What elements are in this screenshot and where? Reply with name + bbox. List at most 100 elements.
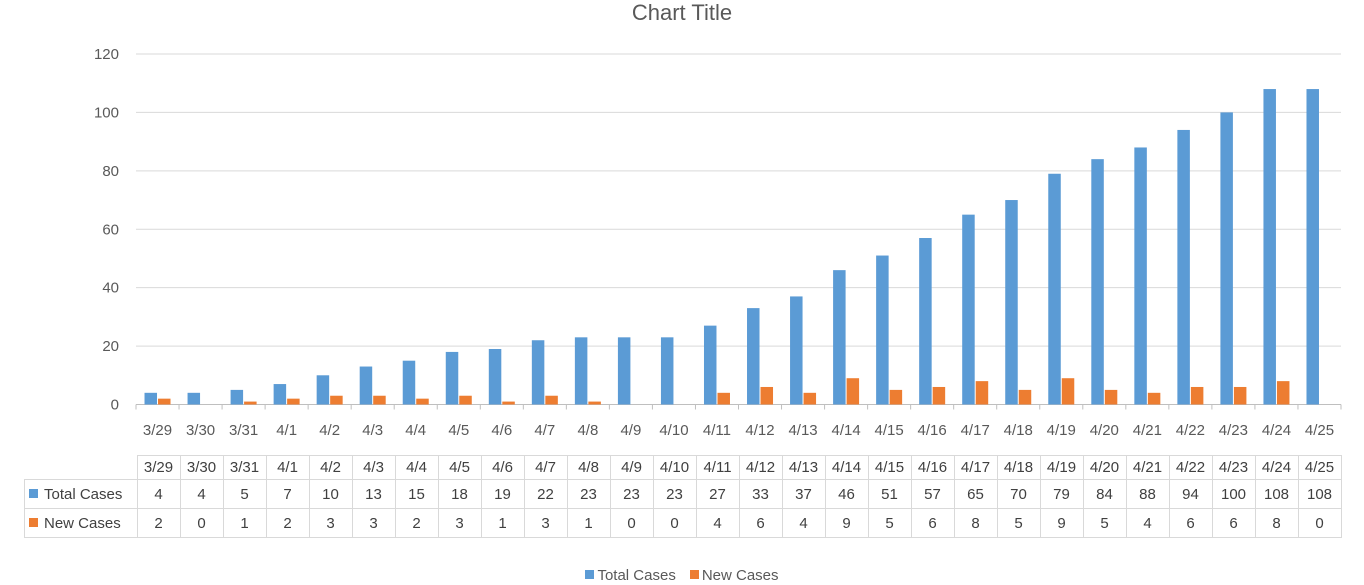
table-category-cell: 4/24 xyxy=(1254,455,1299,480)
table-value-cell: 2 xyxy=(394,508,439,538)
table-value-cell: 3 xyxy=(308,508,353,538)
x-tick-label: 4/15 xyxy=(875,422,904,439)
bar-total-cases xyxy=(1091,159,1104,405)
bar-total-cases xyxy=(445,351,459,405)
table-value-cell: 23 xyxy=(609,479,654,509)
x-tick-label: 4/19 xyxy=(1047,422,1076,439)
bar-total-cases xyxy=(402,360,416,405)
table-value-cell: 33 xyxy=(738,479,783,509)
x-tick-label: 4/25 xyxy=(1305,422,1334,439)
bar-total-cases xyxy=(273,384,287,405)
table-category-cell: 4/10 xyxy=(652,455,697,480)
table-value-cell: 2 xyxy=(136,508,181,538)
x-tick-label: 4/9 xyxy=(620,422,641,439)
table-category-cell: 4/20 xyxy=(1082,455,1127,480)
table-value-cell: 23 xyxy=(566,479,611,509)
bar-new-cases xyxy=(330,395,343,405)
bar-total-cases xyxy=(1048,173,1061,405)
y-tick-label: 40 xyxy=(102,280,119,297)
x-tick-label: 4/2 xyxy=(319,422,340,439)
bar-new-cases xyxy=(1018,389,1032,405)
table-category-cell: 4/14 xyxy=(824,455,869,480)
table-value-cell: 27 xyxy=(695,479,740,509)
table-value-cell: 4 xyxy=(1125,508,1170,538)
bar-total-cases xyxy=(230,389,244,405)
bar-total-cases xyxy=(660,337,674,405)
bar-total-cases xyxy=(1306,89,1319,405)
table-value-cell: 15 xyxy=(394,479,439,509)
table-category-cell: 4/19 xyxy=(1039,455,1084,480)
x-tick-label: 4/14 xyxy=(831,422,860,439)
table-value-cell: 4 xyxy=(781,508,826,538)
legend-item: New Cases xyxy=(689,567,779,585)
legend: Total Cases New Cases xyxy=(0,567,1364,585)
table-category-cell: 3/31 xyxy=(222,455,267,480)
table-value-cell: 13 xyxy=(351,479,396,509)
table-value-cell: 9 xyxy=(1039,508,1084,538)
y-tick-label: 80 xyxy=(102,163,119,180)
bar-new-cases xyxy=(416,398,429,405)
table-value-cell: 5 xyxy=(867,508,912,538)
table-value-cell: 9 xyxy=(824,508,869,538)
table-category-cell: 4/6 xyxy=(480,455,525,480)
table-value-cell: 3 xyxy=(351,508,396,538)
x-tick-label: 4/7 xyxy=(534,422,555,439)
table-series-label: Total Cases xyxy=(24,479,138,509)
x-tick-label: 3/29 xyxy=(143,422,172,439)
x-tick-label: 4/3 xyxy=(362,422,383,439)
table-value-cell: 2 xyxy=(265,508,310,538)
x-tick-label: 4/10 xyxy=(659,422,688,439)
table-category-cell: 4/25 xyxy=(1297,455,1342,480)
x-tick-label: 4/18 xyxy=(1004,422,1033,439)
table-value-cell: 108 xyxy=(1297,479,1342,509)
table-value-cell: 46 xyxy=(824,479,869,509)
bar-new-cases xyxy=(975,381,989,405)
bar-total-cases xyxy=(790,296,803,405)
table-category-cell: 4/22 xyxy=(1168,455,1213,480)
bar-total-cases xyxy=(876,255,889,405)
table-category-cell: 3/29 xyxy=(136,455,181,480)
bar-total-cases xyxy=(919,238,932,405)
table-category-cell: 4/2 xyxy=(308,455,353,480)
table-value-cell: 84 xyxy=(1082,479,1127,509)
bar-new-cases xyxy=(1233,386,1247,405)
table-value-cell: 1 xyxy=(480,508,525,538)
table-category-cell: 4/7 xyxy=(523,455,568,480)
x-tick-label: 4/16 xyxy=(918,422,947,439)
table-category-cell: 4/16 xyxy=(910,455,955,480)
table-value-cell: 22 xyxy=(523,479,568,509)
table-value-cell: 4 xyxy=(695,508,740,538)
table-category-cell: 4/12 xyxy=(738,455,783,480)
table-value-cell: 88 xyxy=(1125,479,1170,509)
table-value-cell: 0 xyxy=(1297,508,1342,538)
table-value-cell: 94 xyxy=(1168,479,1213,509)
table-value-cell: 65 xyxy=(953,479,998,509)
bar-new-cases xyxy=(889,389,903,405)
bar-new-cases xyxy=(1147,392,1161,405)
y-tick-label: 60 xyxy=(102,221,119,238)
table-value-cell: 51 xyxy=(867,479,912,509)
table-value-cell: 3 xyxy=(437,508,482,538)
y-tick-label: 120 xyxy=(94,46,119,63)
table-value-cell: 5 xyxy=(1082,508,1127,538)
bar-total-cases xyxy=(574,337,588,405)
y-tick-label: 0 xyxy=(111,397,119,414)
x-tick-label: 3/31 xyxy=(229,422,258,439)
bar-total-cases xyxy=(617,337,631,405)
table-value-cell: 70 xyxy=(996,479,1041,509)
table-category-cell: 4/15 xyxy=(867,455,912,480)
x-tick-label: 4/8 xyxy=(577,422,598,439)
table-category-cell: 4/8 xyxy=(566,455,611,480)
table-value-cell: 7 xyxy=(265,479,310,509)
data-table: 3/29 3/30 3/31 4/1 4/2 4/3 4/4 4/5 4/6 4/7 4/8 4/9 4… xyxy=(24,455,1342,538)
bar-new-cases xyxy=(932,386,946,405)
table-value-cell: 37 xyxy=(781,479,826,509)
x-tick-label: 4/23 xyxy=(1219,422,1248,439)
bar-total-cases xyxy=(962,214,975,405)
bar-total-cases xyxy=(1220,112,1233,405)
table-value-cell: 79 xyxy=(1039,479,1084,509)
legend-label: Total Cases xyxy=(597,567,676,584)
x-tick-label: 4/22 xyxy=(1176,422,1205,439)
bar-new-cases xyxy=(803,392,817,405)
legend-label: New Cases xyxy=(701,567,779,584)
